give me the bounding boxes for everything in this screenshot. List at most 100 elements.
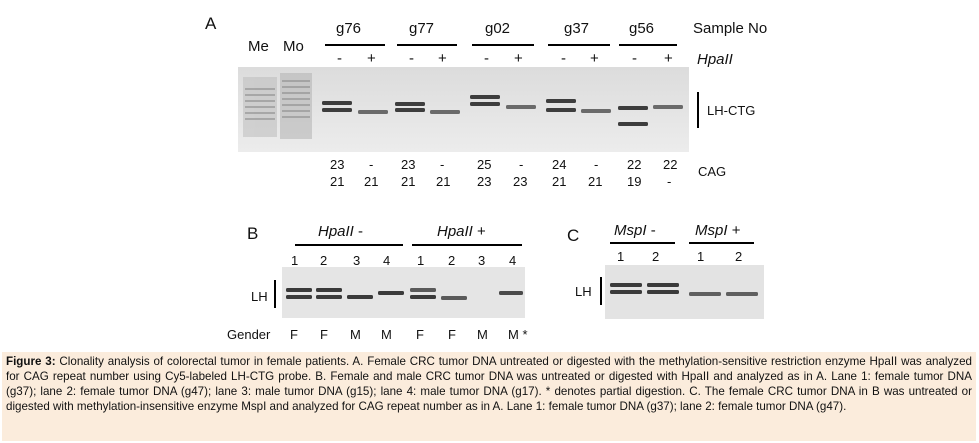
cag-bottom-8: 21 [588, 174, 603, 189]
cag-bottom-6: 23 [513, 174, 528, 189]
sign-a-1: - [337, 50, 342, 67]
group-b-1: HpaII - [318, 223, 363, 240]
band-label-c: LH [575, 284, 592, 299]
gel-a-image [238, 67, 689, 152]
group-b-2-sign: + [477, 223, 486, 240]
lane-label-me: Me [248, 38, 269, 55]
group-b-1-sign: - [358, 223, 364, 240]
lane-c-3: 1 [697, 249, 705, 264]
panel-a-letter: A [205, 14, 217, 33]
lane-c-2: 2 [652, 249, 660, 264]
cag-top-1: 23 [330, 157, 345, 172]
cag-top-8: - [594, 157, 599, 172]
panel-b-letter: B [247, 224, 259, 243]
group-c-2-enzyme: MspI [695, 222, 728, 239]
band-bracket-a [697, 92, 699, 128]
cag-bottom-10: - [667, 174, 672, 189]
cag-bottom-4: 21 [436, 174, 451, 189]
sample-bar-g76 [325, 44, 385, 46]
group-bar-b-2 [412, 244, 522, 246]
sample-label-g77: g77 [409, 20, 435, 37]
lane-b-6: 2 [448, 253, 456, 268]
group-bar-c-1 [610, 242, 675, 244]
cag-bottom-1: 21 [330, 174, 345, 189]
gel-b-image [282, 267, 525, 318]
gel-a [238, 67, 689, 152]
cag-bottom-3: 21 [401, 174, 416, 189]
lane-b-5: 1 [417, 253, 425, 268]
group-c-1: MspI - [614, 222, 656, 239]
lane-b-3: 3 [353, 253, 361, 268]
figure-caption: Figure 3: Clonality analysis of colorect… [2, 352, 976, 441]
sign-a-6: + [514, 50, 523, 67]
lane-c-1: 1 [617, 249, 625, 264]
gender-b-3: M [350, 327, 361, 342]
sample-label-g76: g76 [336, 20, 362, 37]
gender-b-2: F [320, 327, 328, 342]
sign-a-3: - [409, 50, 414, 67]
sign-a-8: + [590, 50, 599, 67]
sample-no-label: Sample No [693, 20, 768, 37]
gender-b-1: F [290, 327, 298, 342]
cag-label: CAG [698, 164, 727, 179]
group-b-2-enzyme: HpaII [437, 223, 473, 240]
cag-top-3: 23 [401, 157, 416, 172]
sample-bar-g77 [397, 44, 457, 46]
lane-c-4: 2 [735, 249, 743, 264]
lane-b-2: 2 [320, 253, 328, 268]
sign-a-7: - [561, 50, 566, 67]
sign-a-5: - [484, 50, 489, 67]
cag-top-6: - [519, 157, 524, 172]
cag-top-9: 22 [627, 157, 642, 172]
lane-label-mo: Mo [283, 38, 304, 55]
group-b-1-enzyme: HpaII [318, 223, 354, 240]
gel-b [282, 267, 525, 318]
sign-a-9: - [632, 50, 637, 67]
cag-bottom-7: 21 [552, 174, 567, 189]
sample-bar-g02 [472, 44, 534, 46]
cag-bottom-5: 23 [477, 174, 492, 189]
cag-top-4: - [440, 157, 445, 172]
band-label-lh-ctg: LH-CTG [707, 103, 756, 118]
sample-bar-g56 [619, 44, 677, 46]
cag-top-2: - [369, 157, 374, 172]
band-bracket-c [600, 277, 602, 305]
lane-b-7: 3 [478, 253, 486, 268]
sample-bar-g37 [548, 44, 610, 46]
sample-label-g56: g56 [629, 20, 655, 37]
panel-c-letter: C [567, 226, 580, 245]
group-c-2-sign: + [731, 222, 741, 239]
lane-b-4: 4 [383, 253, 391, 268]
sign-a-10: + [664, 50, 673, 67]
cag-bottom-2: 21 [364, 174, 379, 189]
lane-b-1: 1 [291, 253, 299, 268]
group-b-2: HpaII + [437, 223, 486, 240]
cag-top-10: 22 [663, 157, 678, 172]
gender-b-6: F [448, 327, 456, 342]
group-bar-c-2 [689, 242, 754, 244]
gender-b-7: M [477, 327, 488, 342]
gender-label: Gender [227, 327, 271, 342]
caption-title: Figure 3: [6, 355, 56, 368]
group-bar-b-1 [295, 244, 403, 246]
sign-a-4: + [438, 50, 447, 67]
cag-bottom-9: 19 [627, 174, 642, 189]
band-label-b: LH [251, 289, 268, 304]
enzyme-label-hpaii: HpaII [697, 51, 733, 68]
lane-b-8: 4 [509, 253, 517, 268]
gel-c-image [605, 265, 764, 319]
sample-label-g02: g02 [485, 20, 511, 37]
gender-b-5: F [416, 327, 424, 342]
gender-b-8: M * [508, 327, 528, 342]
cag-top-5: 25 [477, 157, 492, 172]
band-bracket-b [274, 280, 276, 308]
group-c-1-sign: - [650, 222, 656, 239]
gender-b-4: M [381, 327, 392, 342]
cag-top-7: 24 [552, 157, 567, 172]
group-c-1-enzyme: MspI [614, 222, 647, 239]
sample-label-g37: g37 [564, 20, 590, 37]
gel-c [605, 265, 764, 319]
caption-text: Clonality analysis of colorectal tumor i… [6, 355, 972, 413]
sign-a-2: + [367, 50, 376, 67]
group-c-2: MspI + [695, 222, 740, 239]
